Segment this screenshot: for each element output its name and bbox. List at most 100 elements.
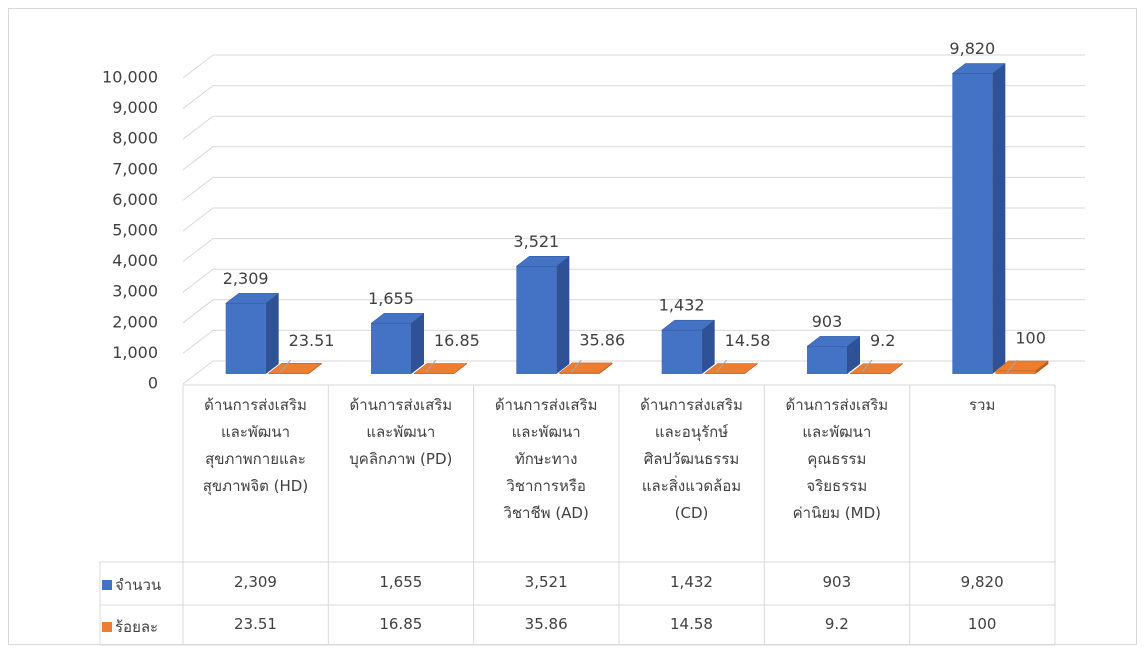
category-label: ด้านการส่งเสริม และพัฒนา บุคลิกภาพ (PD) [349, 396, 453, 468]
y-tick-label: 1,000 [112, 343, 158, 362]
bar-front [661, 330, 702, 374]
y-tick-label: 0 [148, 374, 158, 393]
category-label: ด้านการส่งเสริม และพัฒนา ทักษะทาง วิชากา… [494, 396, 598, 522]
grid-line [182, 268, 1085, 293]
y-tick-label: 2,000 [112, 312, 158, 331]
table-cell: 3,521 [524, 573, 568, 591]
grid-line [182, 54, 1085, 79]
bar-side [847, 336, 860, 374]
grid-line [182, 85, 1085, 109]
bar-top [224, 293, 280, 304]
bar [660, 319, 716, 374]
table-cell: 9,820 [960, 573, 1004, 591]
leader-line [861, 359, 873, 373]
value-label: 3,521 [513, 232, 559, 251]
legend-key [102, 580, 112, 590]
bar-front [371, 323, 411, 374]
value-label: 16.85 [434, 331, 480, 350]
table-cell: 903 [822, 573, 852, 591]
y-tick-label: 10,000 [102, 68, 158, 87]
value-label: 1,432 [659, 296, 705, 315]
value-label: 903 [812, 312, 843, 331]
value-label: 1,655 [368, 289, 414, 308]
bar [994, 360, 1050, 374]
leader-line [716, 359, 728, 373]
bar-front [807, 346, 847, 374]
leader-line [280, 359, 292, 373]
grid-line [182, 146, 1085, 171]
table-cell: 9.2 [824, 615, 849, 633]
y-tick-label: 6,000 [112, 190, 158, 209]
leader-line [425, 359, 437, 373]
bar-top [660, 319, 716, 331]
bar-front [559, 372, 600, 374]
bar-side [701, 320, 715, 374]
bar-top [806, 336, 861, 347]
bar [515, 256, 571, 374]
bar-side [556, 256, 570, 374]
bar [370, 313, 425, 374]
bar-side [411, 313, 424, 374]
bar-side [992, 63, 1006, 375]
y-tick-label: 4,000 [112, 251, 158, 270]
value-label: 35.86 [579, 330, 625, 349]
value-label: 14.58 [725, 331, 771, 350]
grid [182, 54, 1085, 385]
y-tick-label: 8,000 [112, 129, 158, 148]
bar-side [265, 293, 279, 374]
value-label: 9,820 [949, 39, 995, 58]
table-cell: 14.58 [670, 615, 713, 633]
table-cell: 16.85 [379, 615, 423, 633]
category-label: ด้านการส่งเสริม และพัฒนา คุณธรรม จริยธรร… [785, 396, 889, 522]
bars [224, 63, 1050, 375]
bar [806, 336, 861, 374]
y-tick-label: 7,000 [112, 159, 158, 178]
table-cell: 2,309 [234, 573, 277, 591]
grid-line [182, 329, 1085, 354]
bar-front [414, 373, 454, 374]
grid-line [182, 176, 1085, 201]
y-tick-label: 9,000 [112, 98, 158, 117]
table-lines [99, 384, 1056, 646]
legend-label: ร้อยละ [115, 618, 159, 636]
bar-side [1035, 360, 1049, 374]
bar-front [516, 266, 557, 374]
value-label: 9.2 [870, 331, 895, 350]
bar-front [995, 370, 1036, 374]
legend-entry: จำนวน [102, 573, 161, 597]
leader-line [1006, 359, 1018, 373]
grid-line [182, 299, 1085, 324]
legend-entry: ร้อยละ [102, 615, 158, 639]
legend-label: จำนวน [115, 576, 162, 594]
bar [951, 63, 1007, 375]
grid-line [182, 238, 1085, 262]
table-cell: 35.86 [524, 615, 568, 633]
category-label: ด้านการส่งเสริม และอนุรักษ์ ศิลปวัฒนธรรม… [640, 396, 743, 522]
grid-line [182, 115, 1085, 140]
bar-top [951, 63, 1007, 74]
table-cell: 1,655 [379, 573, 423, 591]
bar-top [515, 256, 571, 267]
table-cell: 23.51 [234, 615, 277, 633]
bar-top [370, 313, 425, 324]
value-label: 23.51 [289, 331, 335, 350]
legend-key [102, 622, 112, 632]
bar-top [994, 360, 1050, 372]
category-label: ด้านการส่งเสริม และพัฒนา สุขภาพกายและ สุ… [202, 396, 309, 495]
value-label: 100 [1015, 328, 1046, 347]
category-label: รวม [968, 396, 996, 414]
value-label: 2,309 [223, 269, 269, 288]
bar-front [225, 303, 266, 374]
y-tick-label: 3,000 [112, 282, 158, 301]
bar [224, 293, 280, 374]
grid-line [182, 360, 1085, 385]
bar-front [268, 373, 309, 374]
table-cell: 1,432 [670, 573, 713, 591]
bar-front [952, 73, 993, 375]
grid-line [182, 207, 1085, 232]
table-cell: 100 [967, 615, 997, 633]
y-tick-label: 5,000 [112, 221, 158, 240]
leader-line [570, 359, 582, 373]
